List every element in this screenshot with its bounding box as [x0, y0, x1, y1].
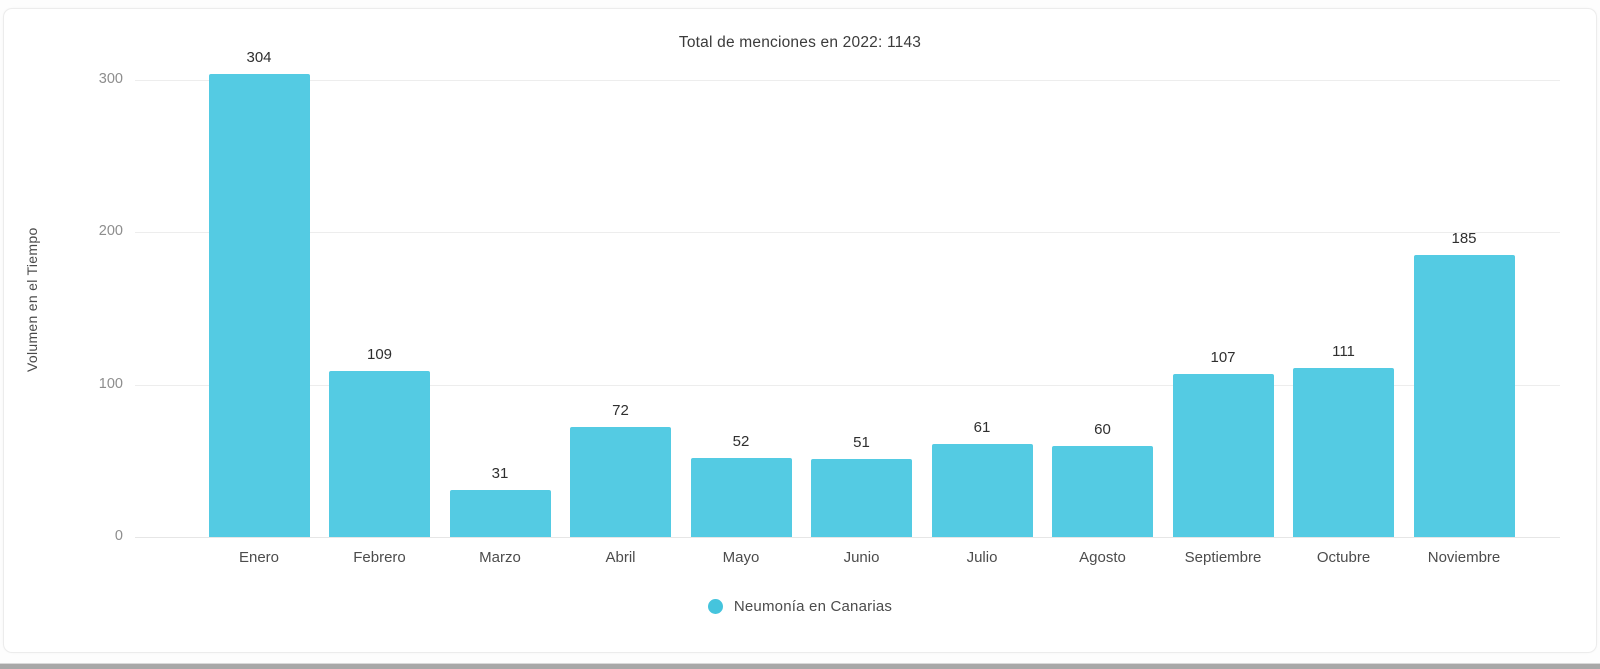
x-axis-label-octubre: Octubre — [1316, 549, 1371, 566]
bar-mayo[interactable] — [690, 458, 792, 537]
legend[interactable]: Neumonía en Canarias — [0, 598, 1600, 615]
bar-agosto[interactable] — [1052, 446, 1153, 537]
y-tick-label-0: 0 — [114, 528, 123, 544]
x-axis-label-abril: Abril — [605, 549, 636, 566]
x-axis-label-agosto: Agosto — [1079, 549, 1126, 566]
x-axis-label-marzo: Marzo — [479, 549, 521, 566]
bar-octubre[interactable] — [1293, 368, 1394, 537]
y-tick-label-300: 300 — [98, 70, 123, 87]
x-axis-label-enero: Enero — [238, 549, 280, 566]
bar-febrero[interactable] — [329, 371, 430, 537]
gridline-y-300 — [135, 79, 1560, 81]
bar-value-label: 52 — [732, 433, 750, 450]
x-axis-label-julio: Julio — [966, 549, 998, 566]
y-tick-label-100: 100 — [98, 375, 123, 392]
legend-series-label: Neumonía en Canarias — [733, 598, 893, 615]
bar-value-label: 72 — [612, 402, 629, 419]
bar-value-label: 304 — [246, 49, 272, 66]
gridline-y-100 — [135, 384, 1560, 386]
bar-enero[interactable] — [208, 74, 310, 537]
bar-septiembre[interactable] — [1172, 374, 1274, 537]
bar-junio[interactable] — [811, 459, 912, 537]
y-axis-title: Volumen en el Tiempo — [24, 227, 40, 373]
bar-value-label: 60 — [1094, 421, 1111, 438]
legend-series-dot-icon — [707, 599, 723, 614]
bar-abril[interactable] — [570, 427, 671, 537]
bar-marzo[interactable] — [449, 490, 551, 537]
x-axis-label-noviembre: Noviembre — [1427, 549, 1501, 566]
x-axis-label-junio: Junio — [843, 549, 880, 566]
bar-value-label: 61 — [973, 419, 991, 436]
bar-value-label: 185 — [1451, 230, 1477, 247]
gridline-y-200 — [135, 232, 1560, 234]
x-axis-label-septiembre: Septiembre — [1184, 549, 1262, 566]
bar-noviembre[interactable] — [1413, 255, 1515, 537]
y-tick-label-200: 200 — [98, 223, 123, 240]
x-axis-line — [135, 537, 1560, 538]
chart-title: Total de menciones en 2022: 1143 — [678, 34, 922, 51]
bar-julio[interactable] — [931, 444, 1033, 537]
bar-value-label: 31 — [491, 465, 509, 482]
bar-value-label: 51 — [853, 434, 870, 451]
bar-value-label: 111 — [1332, 343, 1355, 360]
bar-value-label: 109 — [366, 346, 393, 363]
bottom-divider — [0, 663, 1600, 669]
bar-value-label: 107 — [1210, 349, 1236, 366]
x-axis-label-mayo: Mayo — [722, 549, 760, 566]
x-axis-label-febrero: Febrero — [353, 549, 406, 566]
